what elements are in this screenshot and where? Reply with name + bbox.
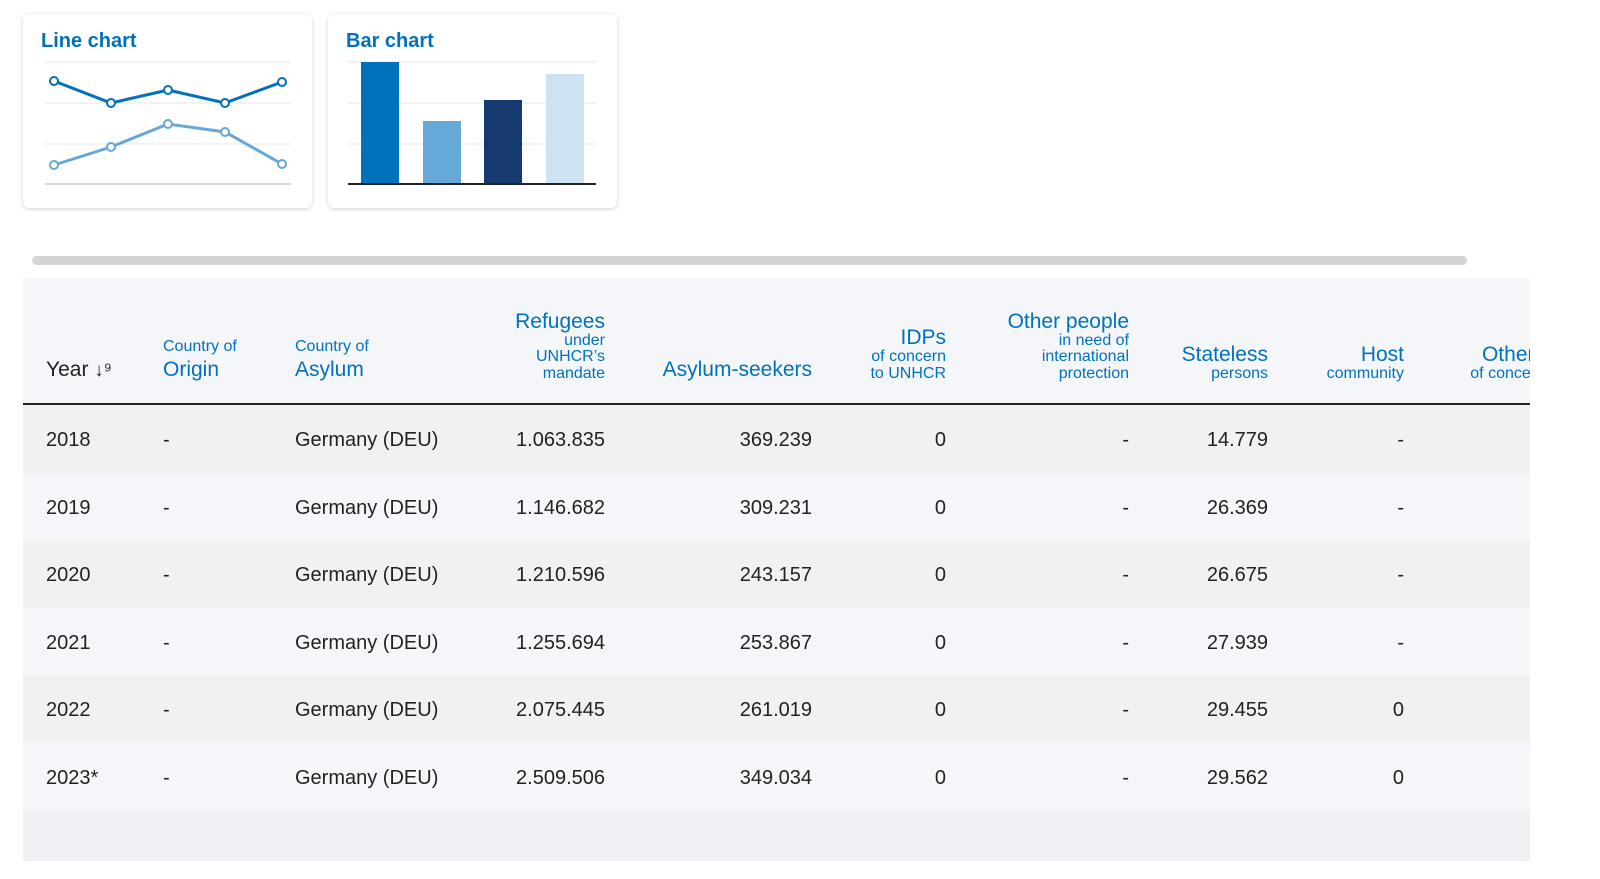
table-cell: 1.255.694 xyxy=(516,631,605,654)
table-cell: 14.779 xyxy=(1206,429,1268,451)
table-cell: 2018 xyxy=(46,429,91,451)
table-cell: - xyxy=(1122,564,1129,586)
table-cell: 309.231 xyxy=(739,496,812,519)
table-cell: 0 xyxy=(934,699,946,721)
table-cell: 243.157 xyxy=(739,564,812,586)
card-title: Bar chart xyxy=(346,30,434,52)
header-year[interactable]: Year ↓⁹ xyxy=(46,357,112,381)
table-cell: 0 xyxy=(934,631,946,654)
table-header: Year ↓⁹ Country of Origin Country of Asy… xyxy=(23,278,1530,405)
table-cell: 2021 xyxy=(46,631,91,654)
header-others[interactable]: Others of concern xyxy=(1470,343,1530,383)
table-cell: Germany (DEU) xyxy=(295,631,439,654)
table-cell: - xyxy=(1397,631,1404,654)
table-cell: 349.034 xyxy=(739,766,812,789)
table-cell: 1.063.835 xyxy=(516,429,605,451)
line-chart-card[interactable]: Line chart xyxy=(23,14,312,208)
table-cell: 0 xyxy=(1392,766,1404,789)
table-cell: 1.210.596 xyxy=(516,564,605,586)
table-cell: 29.455 xyxy=(1206,699,1268,721)
table-cell: - xyxy=(163,699,170,721)
bar-chart-icon xyxy=(348,61,596,185)
table-cell: Germany (DEU) xyxy=(295,766,439,789)
horizontal-scrollbar[interactable] xyxy=(32,256,1467,265)
table-row[interactable]: 2021 - Germany (DEU) 1.255.694 253.867 0 - 27.9… xyxy=(23,607,1530,676)
table-cell: 2019 xyxy=(46,496,91,519)
table-cell: 0 xyxy=(934,429,946,451)
header-asylum[interactable]: Country of Asylum xyxy=(295,338,369,381)
table-cell: - xyxy=(1397,564,1404,586)
table-cell: - xyxy=(1122,631,1129,654)
table-cell: 261.019 xyxy=(739,699,812,721)
table-row[interactable]: 2018 - Germany (DEU) 1.063.835 369.239 0 - 14.7… xyxy=(23,405,1530,473)
line-chart-icon xyxy=(45,61,291,185)
table-cell: - xyxy=(163,766,170,789)
table-cell: - xyxy=(163,564,170,586)
table-cell: - xyxy=(1397,496,1404,519)
table-cell: Germany (DEU) xyxy=(295,564,439,586)
table-cell: 369.239 xyxy=(739,429,812,451)
table-cell: 0 xyxy=(1392,699,1404,721)
table-row[interactable]: 2023* - Germany (DEU) 2.509.506 349.034 0 - 29.… xyxy=(23,742,1530,811)
table-cell: 0 xyxy=(934,564,946,586)
table-row[interactable]: 2022 - Germany (DEU) 2.075.445 261.019 0 - 29.4… xyxy=(23,675,1530,743)
header-idps[interactable]: IDPs of concern to UNHCR xyxy=(870,326,946,383)
table-cell: 27.939 xyxy=(1206,631,1268,654)
table-cell: - xyxy=(1397,429,1404,451)
table-cell: 253.867 xyxy=(739,631,812,654)
header-origin[interactable]: Country of Origin xyxy=(163,338,237,381)
table-cell: 2023* xyxy=(46,766,99,789)
header-asylum-seekers[interactable]: Asylum-seekers xyxy=(662,357,812,381)
table-row[interactable]: 2019 - Germany (DEU) 1.146.682 309.231 0 - 26.3… xyxy=(23,472,1530,541)
table-row[interactable]: 2020 - Germany (DEU) 1.210.596 243.157 0 - 26.6… xyxy=(23,540,1530,608)
table-cell: 2022 xyxy=(46,699,91,721)
data-table: Year ↓⁹ Country of Origin Country of Asy… xyxy=(23,278,1530,861)
table-cell: - xyxy=(163,429,170,451)
table-cell: Germany (DEU) xyxy=(295,429,439,451)
bar-chart-card[interactable]: Bar chart xyxy=(328,14,617,208)
table-cell: 1.146.682 xyxy=(516,496,605,519)
table-cell: - xyxy=(163,496,170,519)
table-cell: - xyxy=(1122,699,1129,721)
table-cell: 2.509.506 xyxy=(516,766,605,789)
sort-descending-icon[interactable]: ↓⁹ xyxy=(94,359,112,381)
table-cell: 29.562 xyxy=(1206,766,1268,789)
header-refugees[interactable]: Refugees under UNHCR’s mandate xyxy=(515,309,605,383)
header-other-people[interactable]: Other people in need of international pr… xyxy=(1007,309,1129,383)
table-cell: 2020 xyxy=(46,564,91,586)
card-title: Line chart xyxy=(41,30,137,52)
table-cell: Germany (DEU) xyxy=(295,496,439,519)
table-cell: - xyxy=(1122,766,1129,789)
table-cell: 26.369 xyxy=(1206,496,1268,519)
table-cell: 26.675 xyxy=(1206,564,1268,586)
table-cell: - xyxy=(1122,496,1129,519)
table-cell: - xyxy=(163,631,170,654)
table-cell: 0 xyxy=(934,496,946,519)
header-host[interactable]: Host community xyxy=(1326,343,1404,383)
table-cell: 2.075.445 xyxy=(516,699,605,721)
header-stateless[interactable]: Stateless persons xyxy=(1181,343,1268,383)
table-cell: - xyxy=(1122,429,1129,451)
table-cell: 0 xyxy=(934,766,946,789)
table-cell: Germany (DEU) xyxy=(295,699,439,721)
